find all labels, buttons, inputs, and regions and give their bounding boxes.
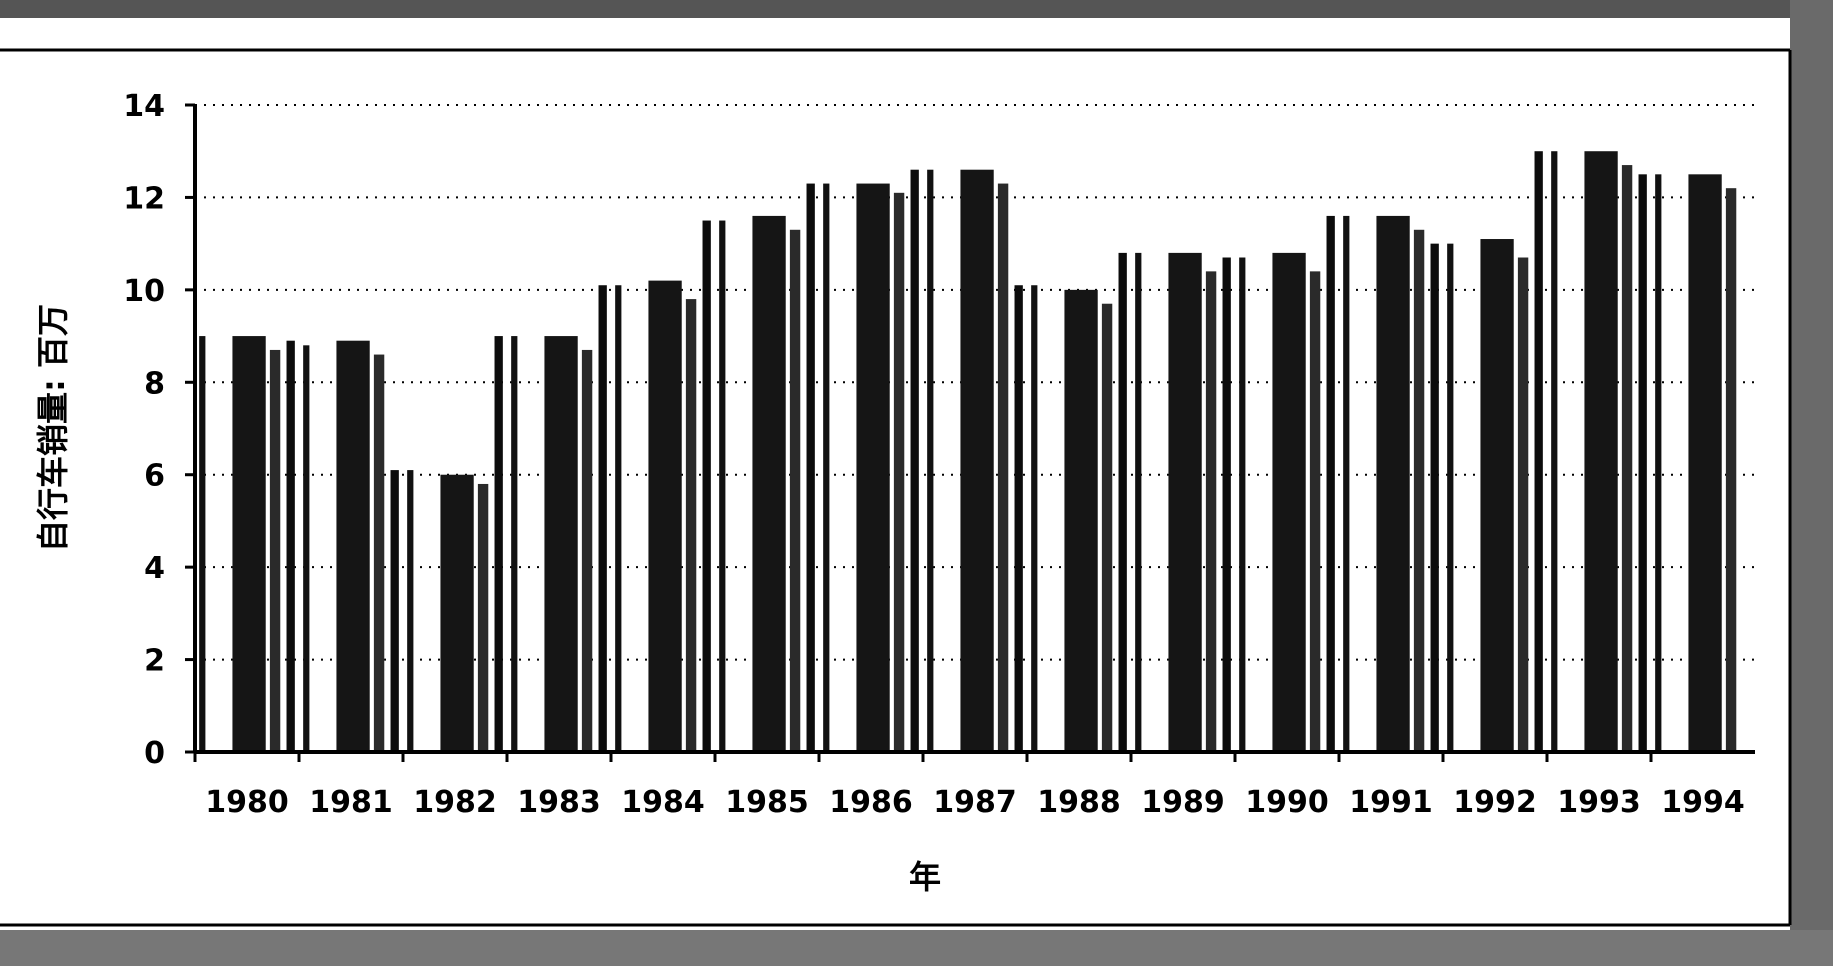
y-tick-label: 0 (144, 736, 165, 771)
bar (1725, 188, 1737, 752)
bar (1534, 151, 1543, 752)
bar (856, 183, 890, 753)
y-tick-label: 6 (144, 459, 165, 494)
bar (702, 220, 711, 753)
bar (477, 483, 489, 752)
bar (1239, 257, 1246, 752)
y-tick-label: 4 (144, 551, 165, 586)
x-tick-label: 1994 (1661, 785, 1745, 820)
y-tick-label: 12 (123, 181, 165, 216)
bar (615, 285, 622, 752)
frame-right-edge (1790, 0, 1833, 966)
bar (806, 183, 815, 753)
bar (598, 285, 607, 752)
bar (1168, 252, 1202, 752)
bar (336, 340, 370, 752)
x-tick-label: 1991 (1349, 785, 1433, 820)
bar (648, 280, 682, 752)
bar (1376, 215, 1410, 752)
bar (1584, 151, 1618, 752)
x-tick-labels: 1980 1981 1982 1983 1984 1985 1986 1987 1988 1989… (193, 752, 1745, 820)
bar (1638, 174, 1647, 753)
bar (1551, 151, 1558, 752)
bar (719, 220, 726, 753)
bar (390, 470, 399, 752)
x-tick-label: 1983 (517, 785, 601, 820)
bar (823, 183, 830, 753)
bar (1621, 165, 1633, 753)
bar (1309, 271, 1321, 752)
x-tick-label: 1989 (1141, 785, 1225, 820)
bar (1343, 215, 1350, 752)
x-tick-label: 1988 (1037, 785, 1121, 820)
bar (581, 349, 593, 752)
bar (1135, 252, 1142, 752)
bar (286, 340, 295, 752)
bar (1118, 252, 1127, 752)
y-tick-label: 10 (123, 274, 165, 309)
bar (1655, 174, 1662, 753)
bars (199, 151, 1737, 753)
x-tick-label: 1990 (1245, 785, 1329, 820)
bar (494, 336, 503, 752)
bar (1413, 229, 1425, 752)
bar (269, 349, 281, 752)
bar (1031, 285, 1038, 752)
axes (193, 105, 1755, 754)
bar (1064, 289, 1098, 752)
bar (1222, 257, 1231, 752)
bar (232, 336, 266, 752)
bar (752, 215, 786, 752)
bar (997, 183, 1009, 753)
bar (1014, 285, 1023, 752)
bar (1101, 303, 1113, 752)
bar (1517, 257, 1529, 752)
bar (789, 229, 801, 752)
bar (440, 474, 474, 752)
bar (544, 336, 578, 752)
x-tick-label: 1986 (829, 785, 913, 820)
y-tick-label: 2 (144, 644, 165, 679)
bar (1205, 271, 1217, 752)
x-axis-title: 年 (909, 858, 941, 896)
bar (1326, 215, 1335, 752)
x-tick-label: 1981 (309, 785, 393, 820)
x-tick-label: 1980 (205, 785, 289, 820)
bar (960, 169, 994, 752)
frame-top-edge (0, 0, 1833, 18)
bar (303, 345, 310, 752)
x-tick-label: 1992 (1453, 785, 1537, 820)
x-tick-label: 1982 (413, 785, 497, 820)
bar (927, 169, 934, 752)
x-tick-label: 1985 (725, 785, 809, 820)
bar (1447, 243, 1454, 752)
bar (685, 299, 697, 752)
bar (199, 336, 206, 752)
bar (1272, 252, 1306, 752)
bar (407, 470, 414, 752)
x-tick-label: 1993 (1557, 785, 1641, 820)
bar (893, 192, 905, 753)
bar (1430, 243, 1439, 752)
bar (373, 354, 385, 752)
y-tick-labels: 0 2 4 6 8 10 12 14 (123, 89, 195, 771)
bar (511, 336, 518, 752)
frame-bottom-edge (0, 930, 1833, 966)
y-tick-label: 14 (123, 89, 165, 124)
y-tick-label: 8 (144, 366, 165, 401)
y-axis-title: 自行车销量: 百万 (34, 304, 72, 552)
bar (1480, 239, 1514, 752)
x-tick-label: 1984 (621, 785, 705, 820)
bar (1688, 174, 1722, 753)
x-tick-label: 1987 (933, 785, 1017, 820)
bar (910, 169, 919, 752)
